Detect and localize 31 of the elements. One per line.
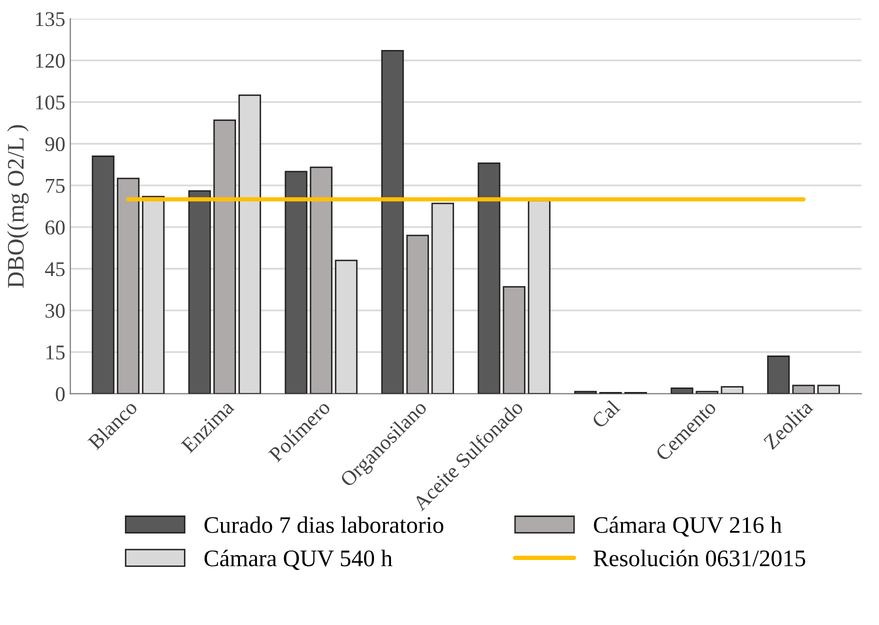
y-tick-label: 120 <box>36 54 65 68</box>
bar <box>502 286 526 394</box>
y-tick-label: 45 <box>45 262 65 276</box>
bar <box>817 384 840 394</box>
y-tick-label: 75 <box>46 179 65 193</box>
bar <box>310 166 332 394</box>
y-tick-label: 105 <box>36 95 65 110</box>
y-tick-label: 60 <box>46 220 65 235</box>
y-tick-label: 0 <box>56 387 65 402</box>
legend-label: Cámara QUV 216 h <box>594 516 782 537</box>
bar <box>767 356 790 394</box>
bar <box>92 156 114 394</box>
bar <box>406 234 429 394</box>
bar <box>284 170 308 394</box>
y-tick-label: 30 <box>46 304 65 318</box>
bar <box>720 386 744 394</box>
x-tick-label: Cal <box>590 398 621 429</box>
y-axis-title: DBO((mg O2/L ) <box>7 125 29 288</box>
bar <box>792 384 815 394</box>
bar <box>381 50 404 394</box>
legend-label: Curado 7 dias laboratorio <box>204 516 444 534</box>
bar <box>188 190 211 394</box>
legend-label: Cámara QUV 540 h <box>204 550 392 570</box>
legend-label: Resolución 0631/2015 <box>594 550 806 566</box>
y-tick-label: 15 <box>46 346 65 360</box>
y-tick-label: 135 <box>36 12 65 26</box>
bar <box>478 162 500 394</box>
bar <box>670 388 694 394</box>
y-tick-label: 90 <box>45 137 65 152</box>
bar <box>213 119 236 394</box>
bar <box>116 178 140 394</box>
